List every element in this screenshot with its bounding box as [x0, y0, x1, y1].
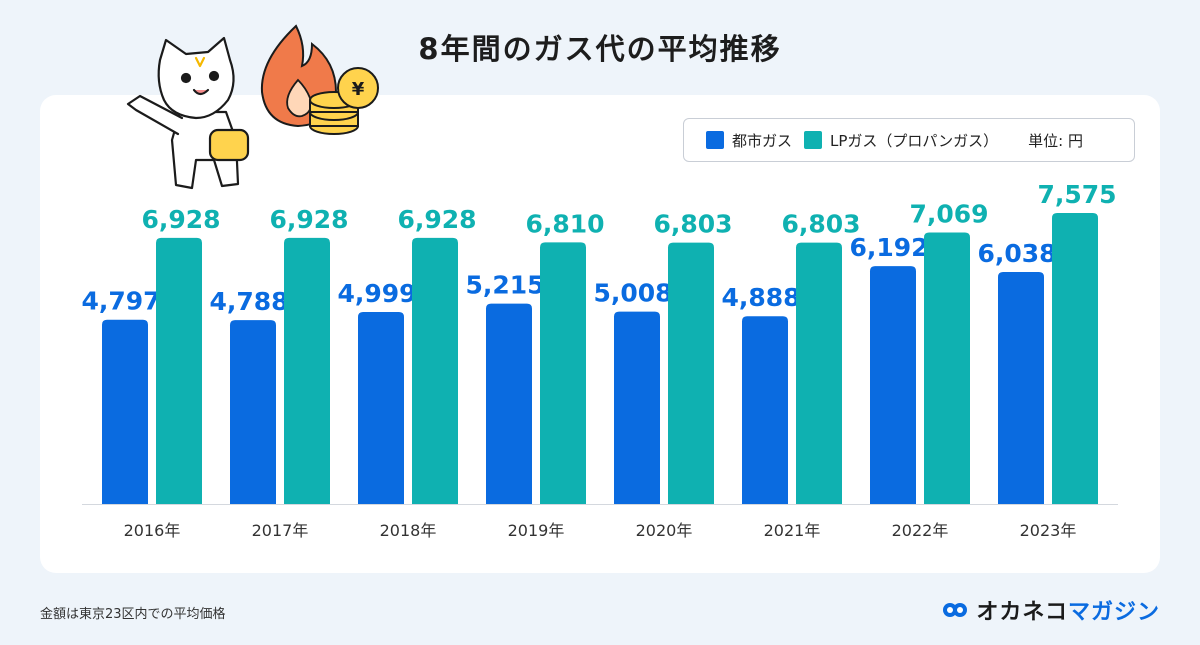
data-label-city-gas-0: 4,797 [81, 287, 160, 316]
data-label-city-gas-2: 4,999 [337, 279, 416, 308]
bar-city-gas-0 [102, 319, 148, 504]
data-label-city-gas-7: 6,038 [977, 239, 1056, 268]
x-tick-label-2: 2018年 [380, 521, 437, 540]
bar-lp-gas-2 [412, 237, 458, 505]
header-illustrations: ¥ [126, 24, 379, 190]
bar-lp-gas-0 [156, 237, 202, 505]
legend-swatch-city-gas [706, 131, 724, 149]
legend-item-city-gas: 都市ガス [706, 130, 792, 151]
legend-swatch-lp-gas [804, 131, 823, 149]
data-label-lp-gas-6: 7,069 [909, 199, 988, 228]
bar-lp-gas-7 [1052, 213, 1098, 504]
brand-logo[interactable]: オカネコ マガジン [942, 594, 1160, 626]
unit-label: 単位: 円 [1028, 131, 1083, 150]
data-label-lp-gas-4: 6,803 [653, 210, 732, 239]
footnote: 金額は東京23区内での平均価格 [40, 607, 226, 622]
yen-coins-icon: ¥ [309, 67, 379, 135]
bar-lp-gas-3 [540, 242, 586, 504]
x-tick-label-1: 2017年 [252, 521, 309, 540]
data-label-city-gas-6: 6,192 [849, 233, 928, 262]
legend-label-city-gas: 都市ガス [732, 131, 793, 150]
chart-legend: 都市ガス LPガス（プロパンガス） 単位: 円 [683, 118, 1135, 162]
x-tick-label-3: 2019年 [508, 521, 565, 540]
x-tick-label-6: 2022年 [892, 521, 949, 540]
x-tick-label-0: 2016年 [124, 521, 181, 540]
data-label-city-gas-5: 4,888 [721, 283, 800, 312]
bar-city-gas-2 [358, 311, 404, 504]
data-label-city-gas-4: 5,008 [593, 279, 672, 308]
data-label-city-gas-3: 5,215 [465, 271, 544, 300]
data-label-lp-gas-2: 6,928 [397, 205, 476, 234]
svg-text:¥: ¥ [352, 79, 365, 100]
bar-city-gas-5 [742, 316, 788, 504]
chart-title: 8年間のガス代の平均推移 [418, 32, 782, 66]
brand-name-part2: マガジン [1067, 600, 1160, 625]
x-tick-label-4: 2020年 [636, 521, 693, 540]
bar-city-gas-4 [614, 311, 660, 504]
bar-lp-gas-1 [284, 237, 330, 505]
bar-city-gas-6 [870, 266, 916, 504]
okaneko-logo-icon [943, 603, 968, 617]
bar-city-gas-3 [486, 303, 532, 504]
bar-city-gas-7 [998, 272, 1044, 504]
bar-lp-gas-4 [668, 242, 714, 504]
data-label-lp-gas-1: 6,928 [269, 205, 348, 234]
data-label-lp-gas-5: 6,803 [781, 210, 860, 239]
x-tick-label-7: 2023年 [1020, 521, 1077, 540]
legend-label-lp-gas: LPガス（プロパンガス） [830, 131, 999, 150]
brand-name-part1: オカネコ [976, 600, 1068, 625]
data-label-lp-gas-3: 6,810 [525, 209, 604, 238]
bar-lp-gas-5 [796, 242, 842, 504]
bar-city-gas-1 [230, 320, 276, 504]
x-tick-label-5: 2021年 [764, 521, 821, 540]
data-label-lp-gas-7: 7,575 [1037, 180, 1116, 209]
cat-illustration-icon [126, 36, 250, 190]
data-label-city-gas-1: 4,788 [209, 287, 288, 316]
data-label-lp-gas-0: 6,928 [141, 205, 220, 234]
bar-lp-gas-6 [924, 232, 970, 504]
legend-item-lp-gas: LPガス（プロパンガス） [804, 130, 998, 151]
